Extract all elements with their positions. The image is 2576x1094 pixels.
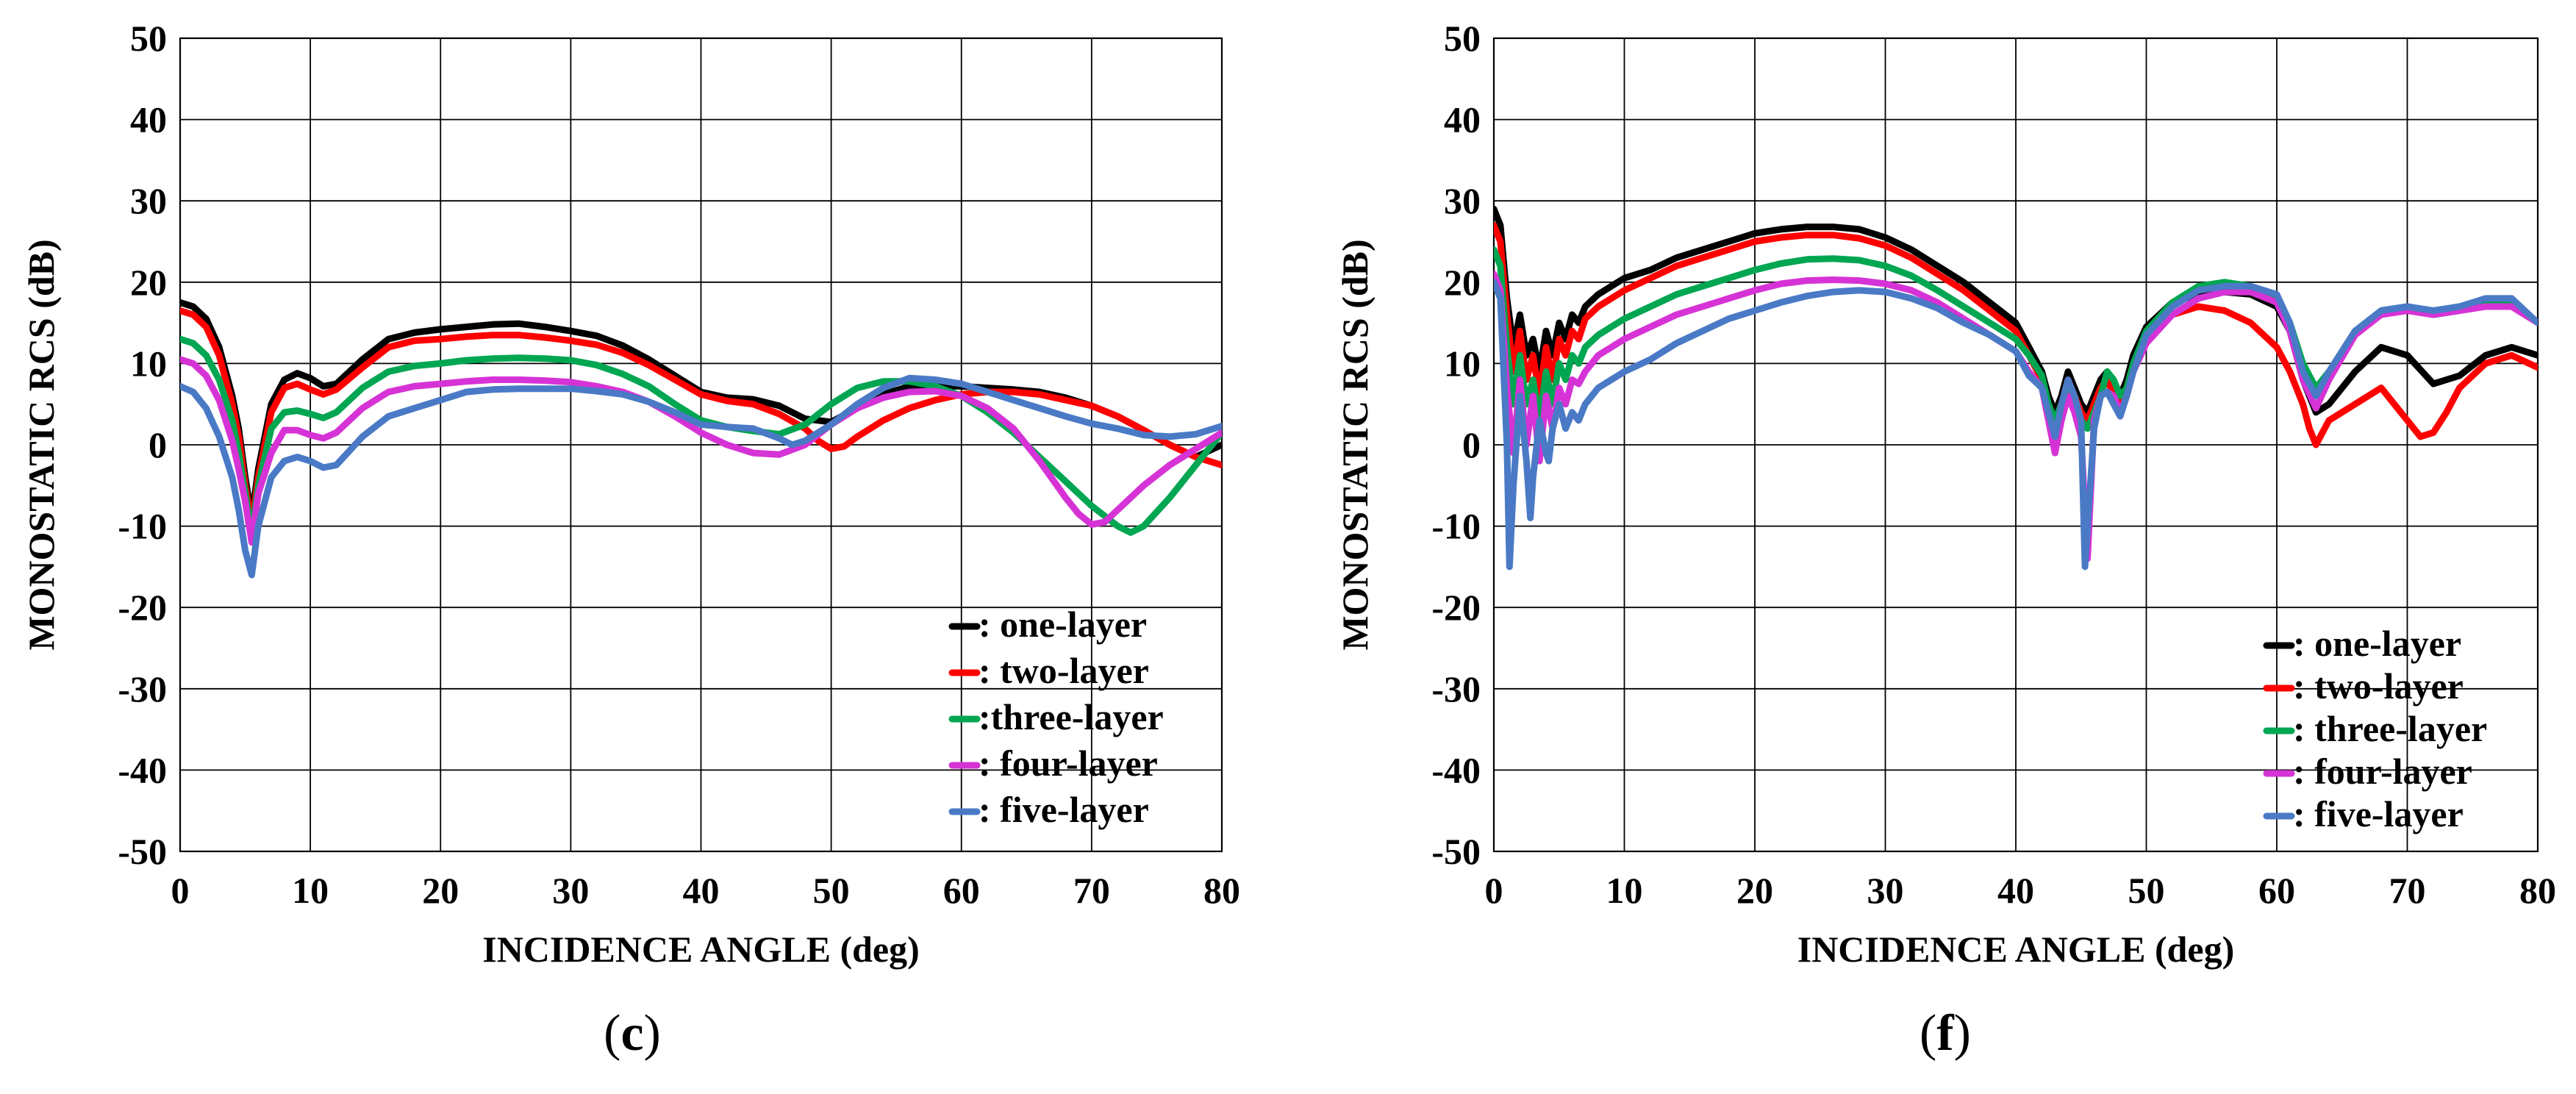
x-tick-label: 40 <box>683 870 720 911</box>
y-tick-label: 0 <box>149 424 167 465</box>
y-tick-label: -30 <box>1431 668 1481 709</box>
y-tick-label: 20 <box>130 262 167 303</box>
y-tick-label: -40 <box>1431 749 1481 790</box>
x-tick-label: 60 <box>943 870 980 911</box>
y-tick-label: 50 <box>130 18 167 59</box>
x-tick-label: 0 <box>171 870 190 911</box>
legend-label-two-layer: : two-layer <box>978 650 1149 691</box>
legend-label-four-layer: : four-layer <box>2293 751 2472 792</box>
panel-label: (c) <box>604 1005 661 1062</box>
x-tick-label: 10 <box>1606 870 1643 911</box>
x-tick-label: 30 <box>1867 870 1904 911</box>
legend-label-four-layer: : four-layer <box>978 743 1158 784</box>
x-axis-label: INCIDENCE ANGLE (deg) <box>1797 929 2235 970</box>
x-tick-label: 70 <box>2389 870 2426 911</box>
x-axis-label: INCIDENCE ANGLE (deg) <box>482 929 920 970</box>
x-tick-label: 80 <box>2519 870 2556 911</box>
y-tick-label: 10 <box>1444 343 1481 384</box>
y-tick-label: 40 <box>1444 99 1481 140</box>
y-tick-label: 50 <box>1444 18 1481 59</box>
legend-label-five-layer: : five-layer <box>978 789 1149 830</box>
y-tick-label: -30 <box>118 668 167 709</box>
x-tick-label: 10 <box>292 870 329 911</box>
y-tick-label: -20 <box>1431 587 1481 628</box>
x-tick-label: 50 <box>813 870 850 911</box>
y-tick-label: -10 <box>118 506 167 547</box>
legend-label-five-layer: : five-layer <box>2293 793 2464 834</box>
y-tick-label: 30 <box>1444 180 1481 221</box>
legend-label-one-layer: : one-layer <box>2293 623 2461 664</box>
x-tick-label: 60 <box>2258 870 2295 911</box>
y-tick-label: 0 <box>1462 424 1481 465</box>
x-tick-label: 70 <box>1073 870 1110 911</box>
x-tick-label: 30 <box>552 870 589 911</box>
legend-label-three-layer: :three-layer <box>978 696 1164 737</box>
y-axis-label: MONOSTATIC RCS (dB) <box>1334 239 1375 650</box>
panel-label: (f) <box>1920 1005 1971 1062</box>
y-tick-label: 40 <box>130 99 167 140</box>
y-tick-label: -20 <box>118 587 167 628</box>
series-line-five-layer <box>1494 279 2538 571</box>
x-tick-label: 0 <box>1485 870 1503 911</box>
x-tick-label: 20 <box>422 870 459 911</box>
x-tick-label: 50 <box>2128 870 2165 911</box>
plot-frame <box>1492 37 2539 853</box>
y-tick-label: 20 <box>1444 262 1481 303</box>
series-lines <box>1494 205 2538 571</box>
x-tick-label: 80 <box>1203 870 1240 911</box>
legend-label-three-layer: : three-layer <box>2293 708 2487 749</box>
series-lines <box>180 298 1222 579</box>
y-tick-label: -40 <box>118 749 167 790</box>
legend-label-one-layer: : one-layer <box>978 604 1147 645</box>
x-tick-label: 20 <box>1736 870 1773 911</box>
y-tick-label: 30 <box>130 180 167 221</box>
y-tick-label: -50 <box>118 831 167 872</box>
y-axis-label: MONOSTATIC RCS (dB) <box>21 239 62 650</box>
series-line-five-layer <box>180 374 1222 579</box>
y-tick-label: -50 <box>1431 831 1481 872</box>
x-tick-label: 40 <box>1997 870 2034 911</box>
legend-label-two-layer: : two-layer <box>2293 665 2464 707</box>
y-tick-label: 10 <box>130 343 167 384</box>
y-tick-label: -10 <box>1431 506 1481 547</box>
